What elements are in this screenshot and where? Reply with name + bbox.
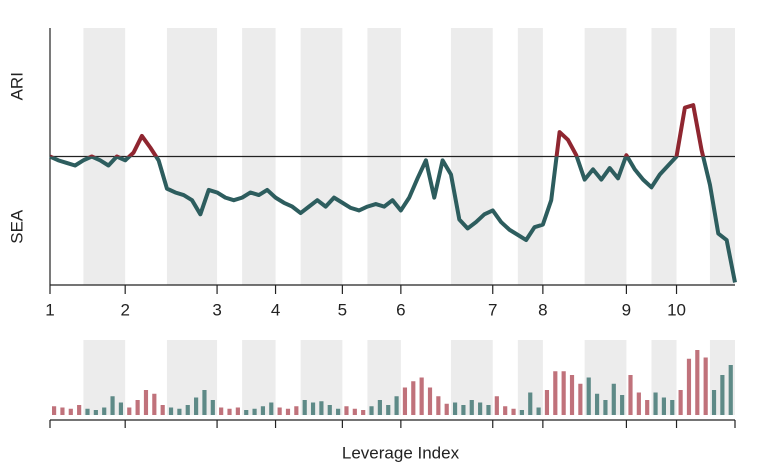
bar — [436, 396, 441, 415]
bar — [728, 365, 733, 415]
bar — [720, 375, 725, 415]
bar — [68, 408, 73, 415]
bar — [402, 387, 408, 415]
bar — [85, 408, 90, 415]
bar — [93, 410, 98, 415]
bar — [528, 392, 533, 415]
bar — [244, 410, 249, 415]
bar — [411, 381, 416, 415]
bar — [185, 405, 190, 415]
x-tick-label: 6 — [396, 300, 405, 319]
bar — [227, 408, 232, 415]
bar — [394, 396, 399, 415]
y-label: SEA — [7, 209, 26, 244]
bar — [344, 406, 349, 415]
bar — [361, 410, 366, 415]
bar — [377, 400, 382, 415]
bar — [511, 408, 516, 415]
bar — [695, 350, 700, 415]
x-tick-label: 7 — [488, 300, 497, 319]
bar — [210, 400, 215, 415]
bar — [294, 406, 299, 415]
bar — [561, 371, 566, 415]
bar — [586, 377, 591, 415]
bar — [536, 407, 541, 415]
bar — [319, 401, 324, 415]
bar — [135, 400, 140, 415]
x-tick-label: 10 — [667, 300, 686, 319]
bar — [703, 357, 708, 415]
x-axis-label: Leverage Index — [342, 443, 460, 462]
bar — [160, 405, 165, 415]
bar — [427, 387, 433, 415]
shade-band — [166, 340, 218, 415]
bar — [636, 392, 641, 415]
bar — [143, 390, 149, 415]
bar — [603, 400, 608, 415]
bar — [219, 407, 224, 415]
bar — [653, 392, 658, 415]
bar — [461, 405, 466, 415]
x-tick-label: 8 — [538, 300, 547, 319]
bar — [152, 393, 157, 415]
bar — [486, 405, 491, 415]
bar — [494, 396, 499, 415]
bar — [553, 371, 558, 415]
bar — [670, 400, 675, 415]
bar — [118, 402, 124, 415]
shade-band — [83, 340, 126, 415]
bar — [127, 407, 132, 415]
bar — [711, 390, 717, 415]
x-tick-label: 1 — [45, 300, 54, 319]
y-label: ARI — [7, 72, 26, 100]
bar — [611, 383, 616, 415]
bar — [252, 408, 257, 415]
bar — [686, 358, 692, 415]
bar — [452, 402, 458, 415]
bar — [386, 405, 391, 415]
bar — [503, 406, 508, 415]
bar — [444, 403, 449, 415]
bar — [260, 406, 266, 415]
data-line — [49, 156, 737, 283]
bar — [202, 390, 207, 415]
bar — [177, 408, 182, 415]
x-tick-label: 9 — [622, 300, 631, 319]
bar — [277, 407, 282, 415]
bar — [519, 410, 524, 415]
bar — [285, 408, 291, 415]
bar — [419, 377, 424, 415]
bar — [269, 402, 274, 415]
bar — [102, 407, 107, 415]
bar — [194, 397, 199, 415]
bar — [327, 405, 332, 415]
bar — [620, 395, 625, 415]
bar — [52, 406, 57, 415]
bar — [310, 402, 316, 415]
bar — [628, 375, 633, 415]
bar — [478, 402, 483, 415]
bar — [678, 390, 683, 415]
bar — [336, 408, 341, 415]
x-tick-label: 3 — [212, 300, 221, 319]
bar — [352, 408, 357, 415]
x-tick-label: 2 — [120, 300, 129, 319]
bar — [60, 407, 65, 415]
bar — [569, 375, 575, 415]
x-tick-label: 4 — [271, 300, 280, 319]
bar — [302, 400, 307, 415]
bar — [544, 390, 550, 415]
bar — [661, 397, 666, 415]
bar — [235, 407, 240, 415]
bar — [110, 396, 115, 415]
bar — [594, 393, 600, 415]
bar — [645, 400, 650, 415]
bar — [469, 400, 474, 415]
bar — [168, 407, 174, 415]
x-tick-label: 5 — [338, 300, 347, 319]
bar — [578, 383, 583, 415]
bar — [77, 405, 82, 415]
bar — [369, 406, 374, 415]
